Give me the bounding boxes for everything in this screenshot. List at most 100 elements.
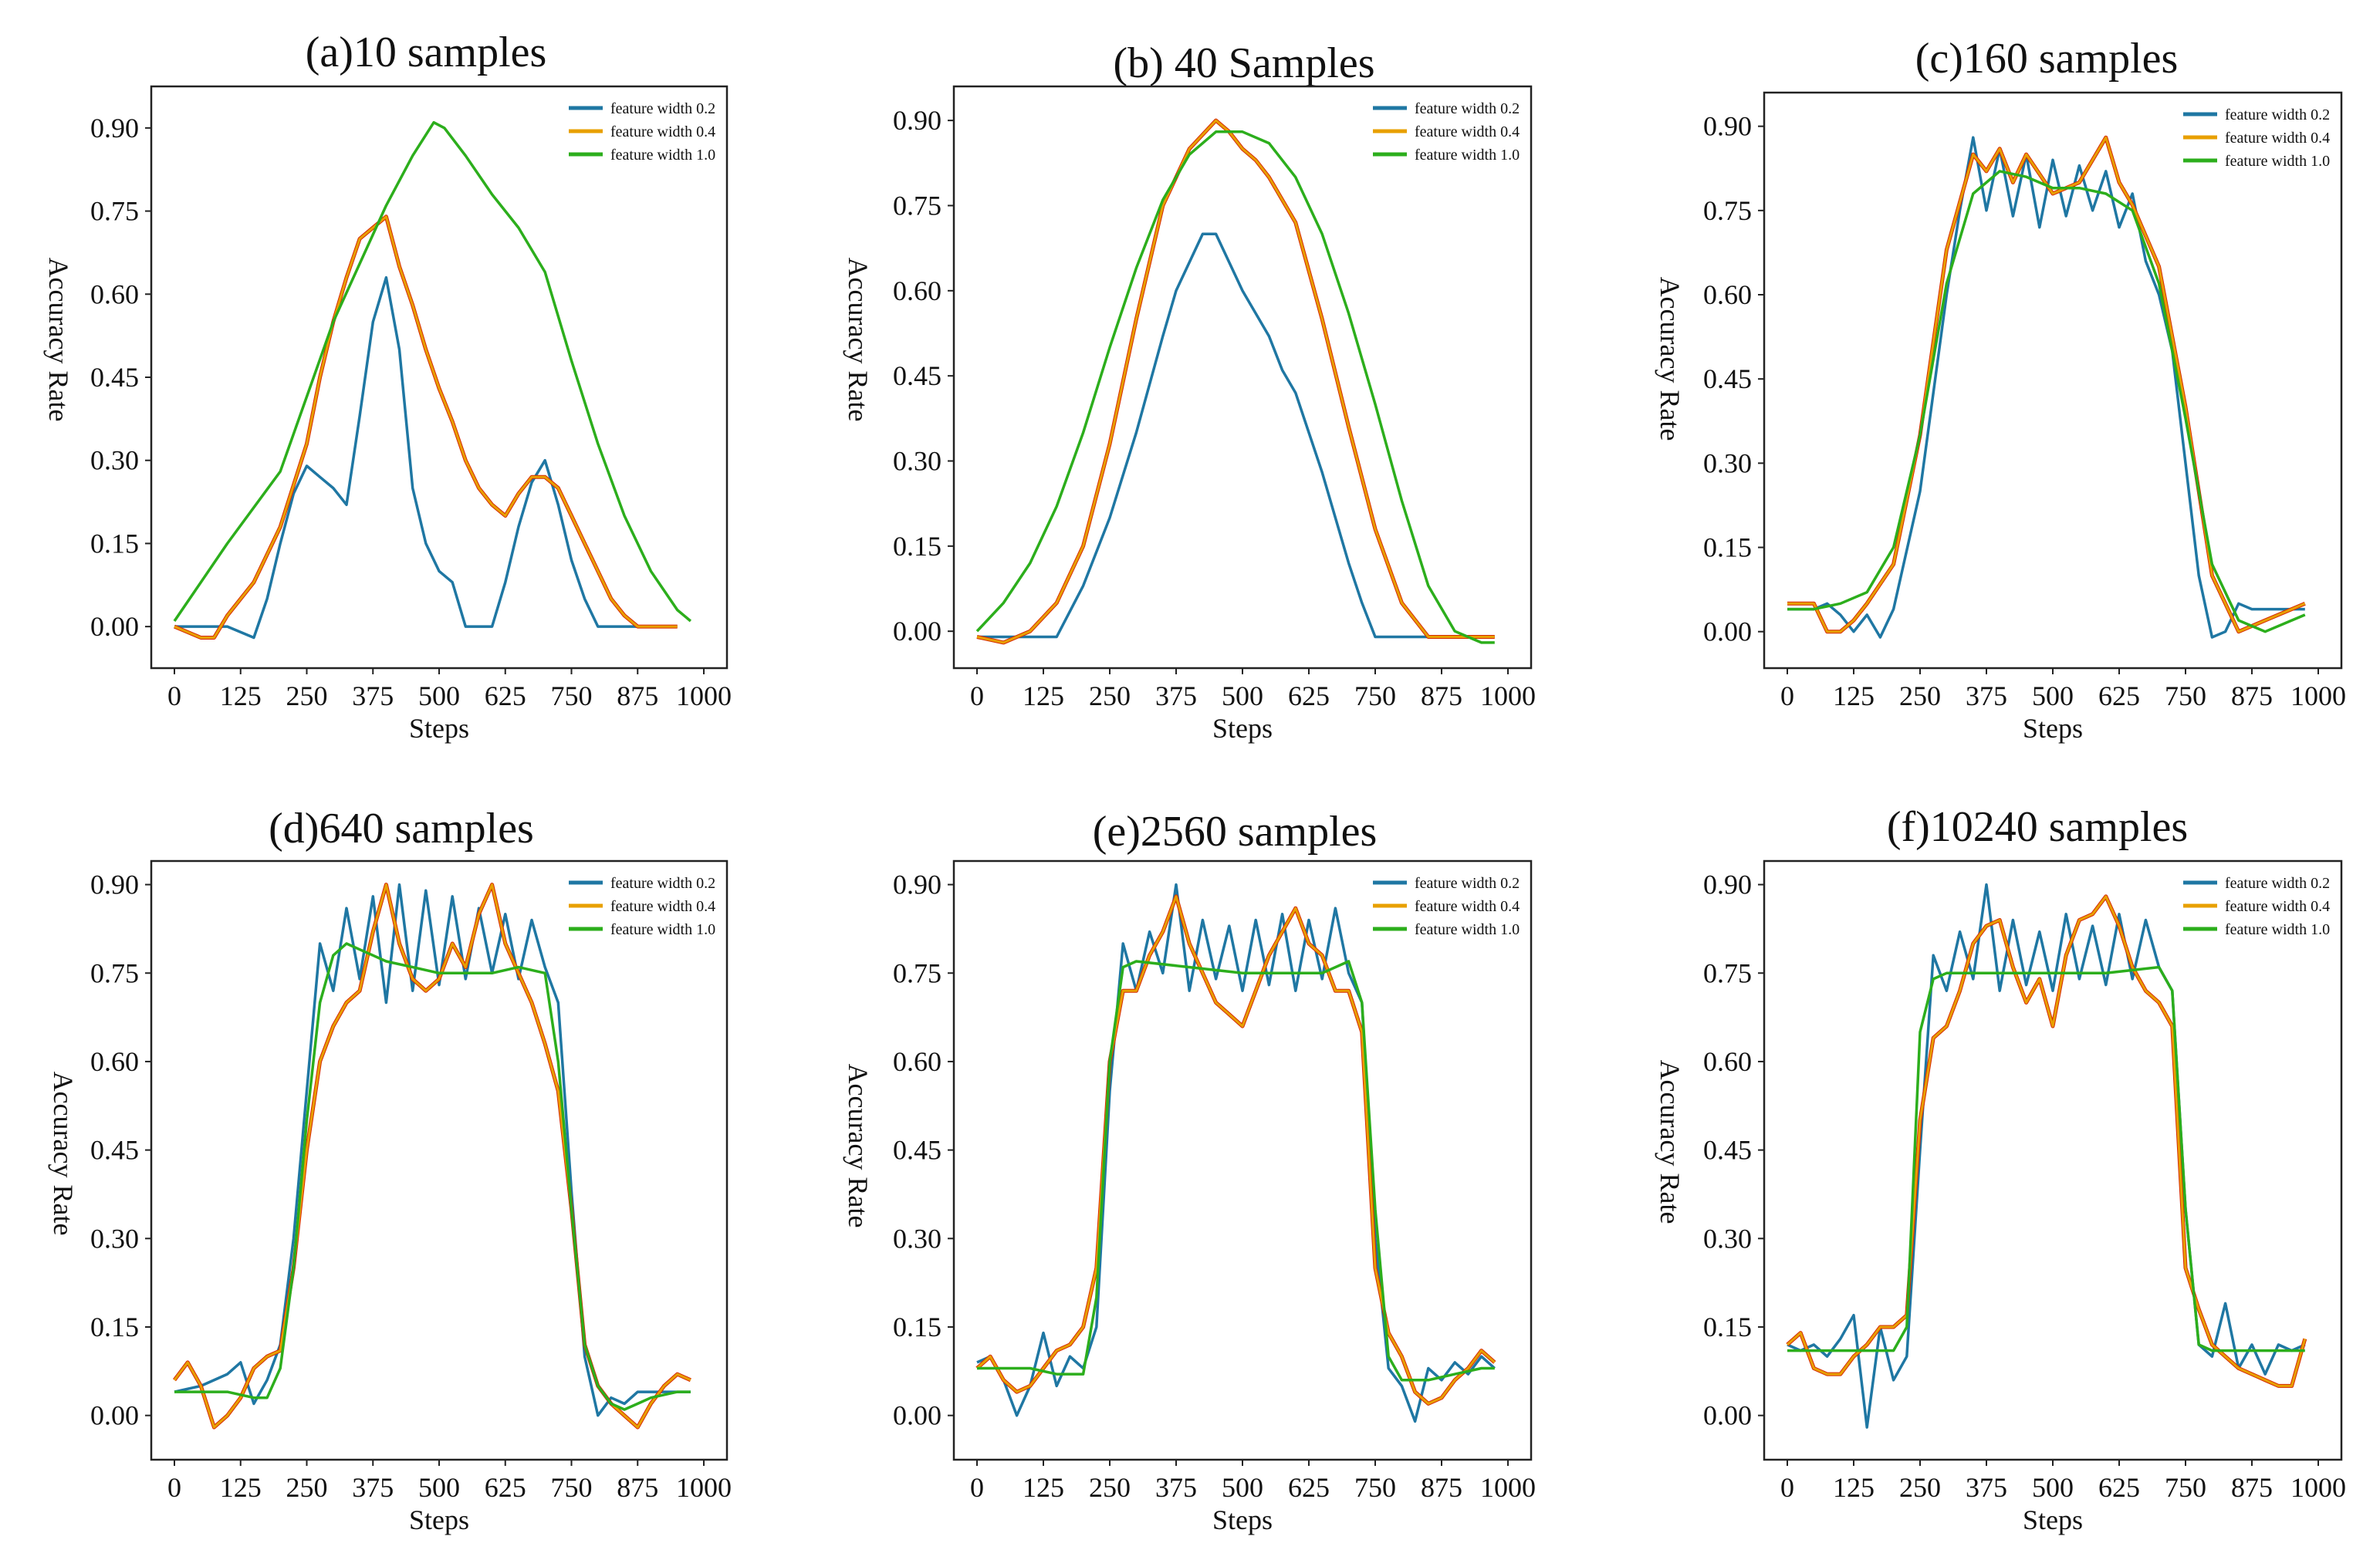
y-axis-label: Accuracy Rate bbox=[1655, 277, 1685, 441]
series-line-outline-1 bbox=[173, 883, 691, 1430]
y-tick-label: 0.45 bbox=[1703, 363, 1752, 394]
y-tick-label: 0.90 bbox=[90, 869, 139, 900]
x-tick-label: 125 bbox=[220, 1472, 262, 1503]
x-axis-label: Steps bbox=[2023, 713, 2083, 744]
legend-label: feature width 0.2 bbox=[1415, 875, 1520, 892]
y-tick-label: 0.75 bbox=[90, 196, 139, 227]
y-axis-label: Accuracy Rate bbox=[1655, 1060, 1685, 1224]
x-tick-label: 375 bbox=[352, 680, 394, 711]
x-tick-label: 875 bbox=[2231, 1472, 2273, 1503]
x-tick-label: 250 bbox=[1899, 1472, 1941, 1503]
x-tick-label: 625 bbox=[1288, 1472, 1330, 1503]
y-axis-label: Accuracy Rate bbox=[43, 258, 74, 422]
y-tick-label: 0.90 bbox=[893, 869, 942, 900]
x-tick-label: 625 bbox=[1288, 680, 1330, 711]
y-tick-label: 0.75 bbox=[90, 957, 139, 988]
series-line-0 bbox=[174, 883, 691, 1417]
y-axis-label: Accuracy Rate bbox=[843, 258, 874, 422]
plot-frame bbox=[1763, 91, 2343, 670]
chart-panel-0: (a)10 samples 0.00 0.15 0.30 0.45 0.60 0.75 0.9… bbox=[43, 29, 732, 744]
x-tick-label: 250 bbox=[1089, 680, 1131, 711]
chart-panel-1: (b) 40 Samples 0.00 0.15 0.30 0.45 0.60 0.75 0.… bbox=[843, 39, 1536, 744]
x-tick-label: 750 bbox=[551, 680, 593, 711]
series-line-0 bbox=[174, 275, 678, 640]
y-tick-label: 0.00 bbox=[893, 1400, 942, 1431]
y-tick-label: 0.30 bbox=[1703, 1223, 1752, 1254]
y-tick-label: 0.00 bbox=[893, 616, 942, 647]
x-tick-label: 625 bbox=[2098, 1472, 2140, 1503]
x-tick-label: 250 bbox=[1899, 680, 1941, 711]
series-line-1 bbox=[976, 895, 1496, 1405]
legend-label: feature width 0.4 bbox=[2225, 130, 2330, 147]
x-tick-label: 0 bbox=[970, 680, 984, 711]
legend-label: feature width 1.0 bbox=[610, 921, 715, 938]
y-tick-label: 0.75 bbox=[893, 957, 942, 988]
legend-label: feature width 1.0 bbox=[610, 147, 715, 164]
y-tick-label: 0.75 bbox=[893, 190, 942, 221]
series-line-2 bbox=[977, 960, 1495, 1382]
y-tick-label: 0.90 bbox=[90, 113, 139, 144]
legend-label: feature width 0.2 bbox=[610, 100, 715, 117]
x-tick-label: 500 bbox=[418, 680, 460, 711]
legend-label: feature width 1.0 bbox=[2225, 921, 2330, 938]
x-axis-label: Steps bbox=[1212, 713, 1273, 744]
chart-title: (b) 40 Samples bbox=[1113, 39, 1374, 87]
x-tick-label: 375 bbox=[1966, 1472, 2007, 1503]
y-tick-label: 0.90 bbox=[1703, 869, 1752, 900]
x-tick-label: 500 bbox=[2032, 1472, 2074, 1503]
x-tick-label: 750 bbox=[551, 1472, 593, 1503]
x-tick-label: 500 bbox=[1222, 1472, 1263, 1503]
legend-label: feature width 0.2 bbox=[2225, 106, 2330, 123]
series-line-0 bbox=[976, 883, 1496, 1423]
legend-label: feature width 0.4 bbox=[2225, 898, 2330, 915]
chart-title: (d)640 samples bbox=[269, 805, 534, 853]
x-axis-label: Steps bbox=[2023, 1504, 2083, 1535]
x-tick-label: 375 bbox=[352, 1472, 394, 1503]
x-tick-label: 1000 bbox=[1480, 1472, 1536, 1503]
y-tick-label: 0.60 bbox=[90, 279, 139, 309]
legend-label: feature width 0.4 bbox=[610, 123, 715, 140]
y-tick-label: 0.75 bbox=[1703, 957, 1752, 988]
y-tick-label: 0.60 bbox=[90, 1046, 139, 1077]
y-tick-label: 0.75 bbox=[1703, 195, 1752, 226]
x-tick-label: 1000 bbox=[2290, 680, 2346, 711]
series-line-1 bbox=[173, 883, 691, 1429]
y-tick-label: 0.45 bbox=[893, 360, 942, 391]
x-tick-label: 500 bbox=[1222, 680, 1263, 711]
y-tick-label: 0.60 bbox=[1703, 279, 1752, 310]
legend-label: feature width 0.4 bbox=[610, 898, 715, 915]
legend-label: feature width 1.0 bbox=[1415, 921, 1520, 938]
y-tick-label: 0.30 bbox=[90, 445, 139, 476]
chart-title: (a)10 samples bbox=[306, 29, 547, 76]
series-line-2 bbox=[1787, 965, 2305, 1352]
y-tick-label: 0.15 bbox=[893, 1312, 942, 1342]
y-tick-label: 0.90 bbox=[893, 105, 942, 136]
legend-label: feature width 0.2 bbox=[1415, 100, 1520, 117]
x-tick-label: 375 bbox=[1155, 1472, 1197, 1503]
x-tick-label: 500 bbox=[418, 1472, 460, 1503]
series-line-2 bbox=[1787, 170, 2306, 633]
series-line-1 bbox=[976, 119, 1495, 644]
chart-panel-5: (f)10240 samples 0.00 0.15 0.30 0.45 0.60 0.75… bbox=[1655, 803, 2346, 1535]
x-axis-label: Steps bbox=[409, 713, 469, 744]
x-tick-label: 750 bbox=[2165, 1472, 2206, 1503]
y-tick-label: 0.45 bbox=[893, 1135, 942, 1166]
y-tick-label: 0.15 bbox=[893, 531, 942, 562]
x-tick-label: 1000 bbox=[676, 680, 732, 711]
y-tick-label: 0.15 bbox=[90, 1312, 139, 1342]
series-line-0 bbox=[1787, 136, 2305, 639]
x-tick-label: 500 bbox=[2032, 680, 2074, 711]
x-tick-label: 750 bbox=[2165, 680, 2206, 711]
x-tick-label: 0 bbox=[167, 1472, 181, 1503]
x-tick-label: 250 bbox=[286, 680, 328, 711]
y-tick-label: 0.00 bbox=[1703, 616, 1752, 647]
x-axis-label: Steps bbox=[409, 1504, 469, 1535]
y-tick-label: 0.15 bbox=[90, 528, 139, 559]
chart-panel-3: (d)640 samples 0.00 0.15 0.30 0.45 0.60 0.75 0.… bbox=[48, 805, 732, 1535]
x-tick-label: 375 bbox=[1966, 680, 2007, 711]
series-line-2 bbox=[173, 120, 692, 623]
x-tick-label: 125 bbox=[1833, 680, 1875, 711]
y-tick-label: 0.60 bbox=[893, 1046, 942, 1077]
chart-title: (c)160 samples bbox=[1915, 35, 2179, 83]
x-tick-label: 750 bbox=[1354, 1472, 1396, 1503]
